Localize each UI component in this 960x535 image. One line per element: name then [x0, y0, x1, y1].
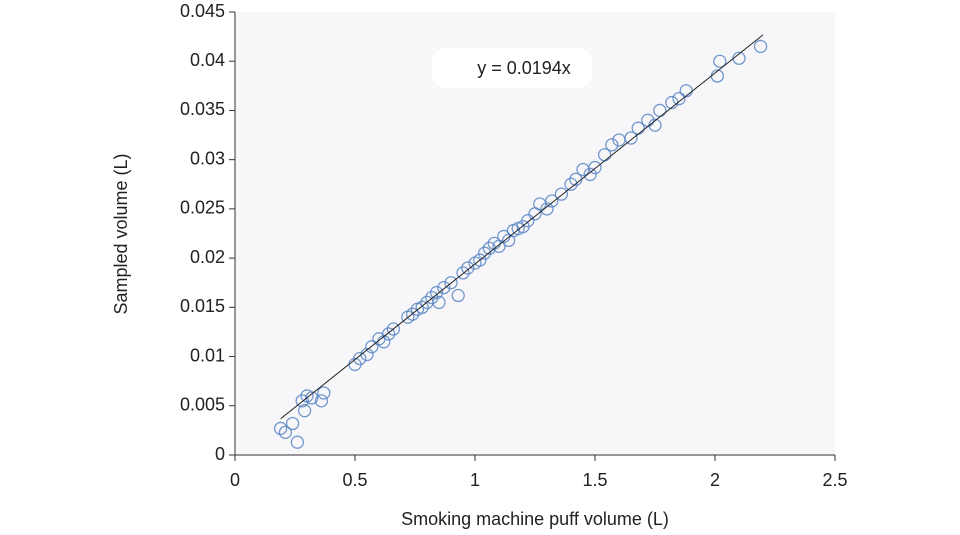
point: [405, 307, 420, 321]
x-axis-title: Smoking machine puff volume (L): [401, 509, 669, 529]
point: [533, 197, 547, 211]
point: [713, 54, 727, 68]
y-tick-label: 0.01: [190, 345, 225, 365]
point: [545, 194, 559, 208]
point: [273, 421, 288, 436]
point: [451, 288, 465, 303]
point: [290, 435, 305, 449]
point: [477, 246, 492, 260]
point: [461, 261, 475, 275]
point: [564, 177, 578, 191]
point: [473, 253, 487, 267]
y-tick-label: 0.025: [180, 198, 225, 218]
point: [753, 39, 768, 54]
point: [624, 131, 638, 145]
y-tick-label: 0.005: [180, 395, 225, 415]
point: [415, 300, 429, 314]
point: [444, 276, 458, 290]
point: [297, 404, 312, 418]
point: [305, 391, 319, 405]
y-tick-label: 0.03: [190, 148, 225, 168]
x-tick-label: 1: [470, 470, 480, 490]
point: [381, 327, 396, 341]
x-tick-label: 2.5: [822, 470, 847, 490]
point: [429, 285, 444, 300]
y-tick-label: 0.045: [180, 1, 225, 21]
y-tick-label: 0.02: [190, 247, 225, 267]
x-tick-label: 1.5: [582, 470, 607, 490]
x-tick-label: 2: [710, 470, 720, 490]
point: [437, 280, 451, 295]
point: [295, 394, 309, 408]
point: [285, 416, 300, 431]
annotation-box: [432, 48, 592, 88]
point: [554, 187, 569, 201]
point: [583, 167, 597, 182]
x-tick-label: 0: [230, 470, 240, 490]
point: [353, 351, 367, 366]
annotation: y = 0.0194x: [477, 58, 571, 78]
y-tick-label: 0.015: [180, 296, 225, 316]
y-axis-title: Sampled volume (L): [111, 153, 131, 314]
point: [540, 202, 554, 216]
y-tick-label: 0: [215, 444, 225, 464]
point: [432, 295, 446, 310]
y-tick-label: 0.04: [190, 50, 225, 70]
point: [314, 394, 329, 408]
point: [386, 322, 401, 336]
point: [588, 160, 602, 175]
point: [456, 266, 470, 280]
point: [365, 340, 379, 354]
trendline: [280, 34, 764, 420]
point: [605, 138, 619, 152]
point: [521, 214, 535, 228]
x-tick-label: 0.5: [342, 470, 367, 490]
point: [278, 425, 293, 440]
y-tick-label: 0.035: [180, 99, 225, 119]
point: [425, 290, 439, 305]
point: [317, 386, 331, 400]
point: [672, 91, 686, 106]
